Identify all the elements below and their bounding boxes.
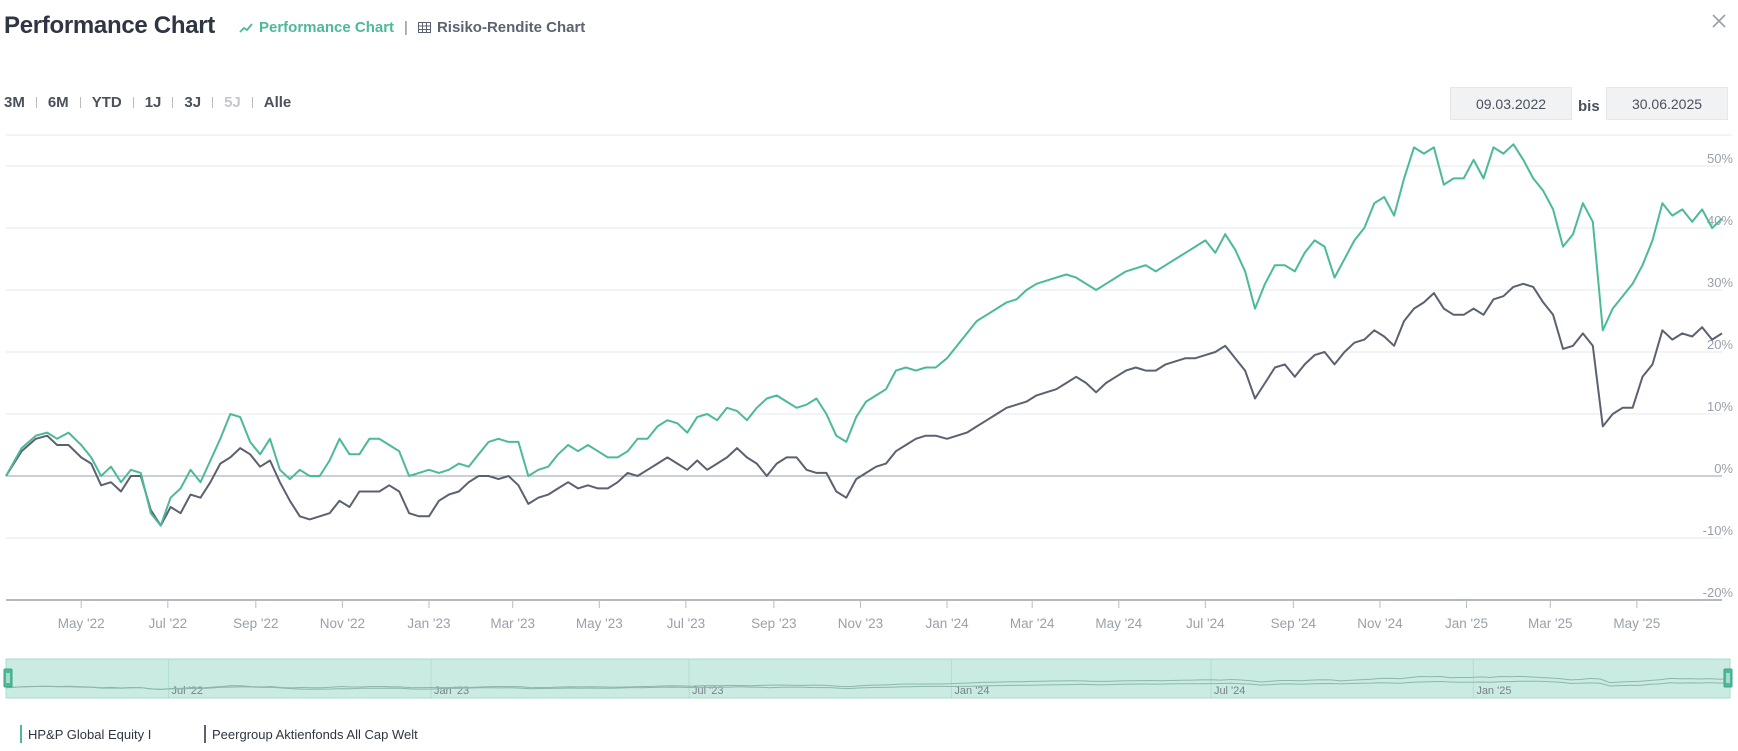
x-tick-label: Mar '24 bbox=[1010, 616, 1055, 631]
navigator-tick-label: Jul '22 bbox=[172, 685, 203, 697]
tab-performance-label: Performance Chart bbox=[259, 19, 395, 36]
navigator-tick-label: Jan '23 bbox=[434, 685, 469, 697]
navigator-tick-label: Jan '24 bbox=[954, 685, 989, 697]
navigator-line-fund bbox=[5, 675, 1731, 690]
date-to-input[interactable]: 30.06.2025 bbox=[1606, 87, 1728, 120]
navigator-tick-label: Jul '23 bbox=[692, 685, 723, 697]
legend-swatch-fund bbox=[20, 725, 22, 743]
range-button-6m[interactable]: 6M bbox=[47, 94, 69, 111]
legend-label-peergroup: Peergroup Aktienfonds All Cap Welt bbox=[212, 726, 418, 742]
range-button-3m[interactable]: 3M bbox=[4, 94, 25, 111]
close-icon[interactable] bbox=[1710, 12, 1728, 30]
series-lines bbox=[5, 143, 1723, 527]
y-tick-label: 50% bbox=[1707, 151, 1733, 166]
x-tick-label: Sep '24 bbox=[1271, 616, 1317, 631]
x-tick-label: Jul '24 bbox=[1186, 616, 1225, 631]
x-tick-label: Jan '24 bbox=[925, 616, 969, 631]
tab-risk-return-label: Risiko-Rendite Chart bbox=[436, 19, 586, 36]
date-from-input[interactable]: 09.03.2022 bbox=[1450, 87, 1572, 120]
tab-risk-return-chart[interactable]: Risiko-Rendite Chart bbox=[417, 19, 586, 36]
navigator-handle-right[interactable] bbox=[1723, 668, 1733, 688]
y-tick-label: -20% bbox=[1703, 585, 1734, 600]
y-tick-label: 20% bbox=[1707, 337, 1733, 352]
x-tick-label: Sep '22 bbox=[233, 616, 278, 631]
line-chart-icon bbox=[239, 22, 253, 33]
x-tick-label: Nov '24 bbox=[1357, 616, 1403, 631]
x-tick-label: May '25 bbox=[1613, 616, 1660, 631]
x-tick-label: May '24 bbox=[1095, 616, 1142, 631]
series-line-peergroup bbox=[5, 282, 1723, 527]
x-tick-label: Nov '22 bbox=[320, 616, 365, 631]
date-range-separator: bis bbox=[1578, 98, 1600, 115]
x-tick-label: May '23 bbox=[576, 616, 623, 631]
range-separator bbox=[172, 97, 174, 108]
range-selector: 3M 6M YTD 1J 3J 5J Alle bbox=[4, 94, 291, 111]
range-separator bbox=[79, 97, 81, 108]
legend-swatch-peergroup bbox=[204, 725, 206, 743]
x-tick-label: Sep '23 bbox=[751, 616, 796, 631]
navigator[interactable]: Jul '22 Jan '23 Jul '23 Jan '24 Jul '24 Jan '… bbox=[3, 658, 1733, 699]
legend-item-fund[interactable]: HP&P Global Equity I bbox=[20, 725, 151, 743]
navigator-tick-label: Jul '24 bbox=[1214, 685, 1245, 697]
legend-label-fund: HP&P Global Equity I bbox=[28, 726, 152, 742]
x-tick-label: Jul '22 bbox=[149, 616, 188, 631]
x-tick-label: May '22 bbox=[58, 616, 105, 631]
legend-item-peergroup[interactable]: Peergroup Aktienfonds All Cap Welt bbox=[204, 725, 418, 743]
y-tick-label: 0% bbox=[1714, 461, 1733, 476]
range-button-3j[interactable]: 3J bbox=[184, 94, 202, 111]
page-title: Performance Chart bbox=[4, 12, 215, 39]
range-button-5j: 5J bbox=[224, 94, 241, 111]
y-tick-label: 10% bbox=[1707, 399, 1733, 414]
axis-labels: 50% 40% 30% 20% 10% 0% -10% -20% May '22 Jul '22 S… bbox=[6, 151, 1733, 631]
y-tick-label: -10% bbox=[1703, 523, 1734, 538]
navigator-range-fill bbox=[6, 659, 1730, 698]
range-button-1j[interactable]: 1J bbox=[144, 94, 162, 111]
chart-tabs: Performance Chart | Risiko-Rendite Chart bbox=[239, 19, 585, 36]
grid-icon bbox=[417, 22, 431, 33]
gridlines bbox=[6, 134, 1732, 601]
navigator-handle-left[interactable] bbox=[3, 668, 13, 688]
navigator-tick-label: Jan '25 bbox=[1476, 685, 1511, 697]
series-line-fund bbox=[5, 143, 1723, 527]
range-separator bbox=[251, 97, 253, 108]
y-tick-label: 30% bbox=[1707, 275, 1733, 290]
x-tick-label: Jan '25 bbox=[1445, 616, 1488, 631]
tab-performance-chart[interactable]: Performance Chart bbox=[239, 19, 394, 36]
range-separator bbox=[132, 97, 134, 108]
x-tick-label: Jan '23 bbox=[407, 616, 450, 631]
range-separator bbox=[212, 97, 214, 108]
range-button-ytd[interactable]: YTD bbox=[91, 94, 122, 111]
y-tick-label: 40% bbox=[1707, 213, 1733, 228]
x-tick-label: Mar '23 bbox=[490, 616, 535, 631]
x-tick-label: Jul '23 bbox=[667, 616, 706, 631]
tab-separator: | bbox=[404, 19, 408, 36]
navigator-frame bbox=[5, 658, 1731, 699]
range-button-alle[interactable]: Alle bbox=[263, 94, 292, 111]
range-separator bbox=[35, 97, 37, 108]
navigator-line-peergroup bbox=[5, 680, 1731, 690]
x-tick-label: Mar '25 bbox=[1528, 616, 1573, 631]
x-tick-label: Nov '23 bbox=[838, 616, 883, 631]
